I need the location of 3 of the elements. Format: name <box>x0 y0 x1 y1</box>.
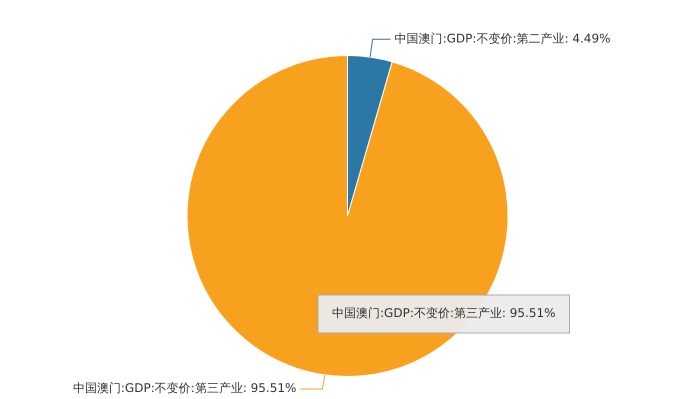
slice-label: 中国澳门:GDP:不变价:第二产业: 4.49% <box>394 31 610 46</box>
slice-label: 中国澳门:GDP:不变价:第三产业: 95.51% <box>72 381 296 396</box>
text: 中国澳门:GDP:不变价:第三产业: 95.51% <box>332 306 556 320</box>
